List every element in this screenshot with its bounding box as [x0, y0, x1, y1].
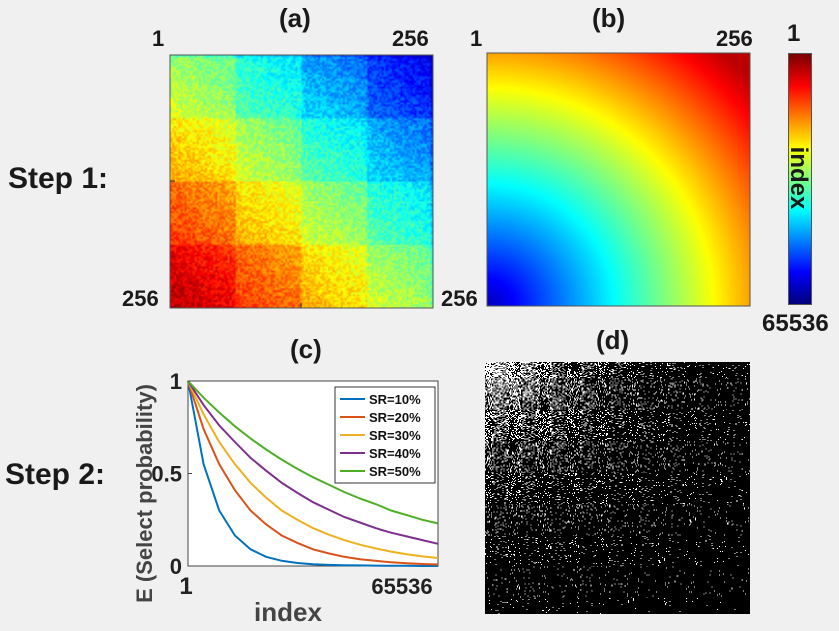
x-tick-label-start: 1 — [179, 573, 192, 600]
panel-a-axes — [169, 54, 434, 309]
panel-b-frame — [486, 52, 751, 307]
legend-entry-3: SR=30% — [369, 428, 421, 443]
panel-a-x-tick-end: 256 — [392, 26, 429, 51]
panel-c-label: (c) — [290, 334, 322, 364]
series-line-5 — [187, 380, 439, 525]
colorbar-bottom-label: 65536 — [762, 310, 829, 337]
series-line-4 — [187, 380, 439, 545]
panel-d-label: (d) — [596, 325, 630, 355]
y-axis-label: E (Select probability) — [132, 384, 157, 603]
colorbar-top-label: 1 — [787, 20, 801, 47]
panel-b-label: (b) — [592, 3, 626, 33]
panel-a-frame — [169, 54, 434, 309]
panel-c-chart: 0 0.5 1 1 65536 index E (Select probability) SR… — [132, 369, 439, 625]
panel-b-x-tick-start: 1 — [470, 26, 483, 51]
step-1-label: Step 1: — [8, 162, 109, 195]
heatmap-d — [485, 362, 750, 614]
step-2-label: Step 2: — [5, 458, 106, 491]
panel-a-label: (a) — [279, 3, 311, 33]
series-line-1 — [187, 380, 438, 567]
legend-entry-5: SR=50% — [369, 464, 421, 479]
series-line-2 — [187, 380, 439, 566]
panel-a-x-tick-start: 1 — [152, 26, 165, 51]
y-tick-label: 1 — [170, 369, 182, 394]
legend-box — [334, 386, 436, 484]
colorbar-title: index — [785, 146, 812, 210]
legend-entry-4: SR=40% — [369, 446, 421, 461]
x-tick-label-end: 65536 — [371, 574, 432, 599]
panel-b-y-tick-end: 256 — [441, 286, 478, 311]
panel-b-x-tick-end: 256 — [716, 26, 753, 51]
panel-b-axes — [486, 52, 751, 307]
panel-a-y-tick-end: 256 — [122, 286, 159, 311]
legend-entry-2: SR=20% — [369, 410, 421, 425]
heatmap-a — [170, 55, 433, 308]
y-tick-label: 0 — [170, 554, 182, 579]
x-axis-label: index — [254, 597, 322, 625]
colorbar — [788, 53, 812, 305]
heatmap-b — [487, 53, 750, 306]
series-line-3 — [187, 380, 439, 559]
y-tick-label: 0.5 — [151, 462, 182, 487]
legend-entry-1: SR=10% — [369, 392, 421, 407]
